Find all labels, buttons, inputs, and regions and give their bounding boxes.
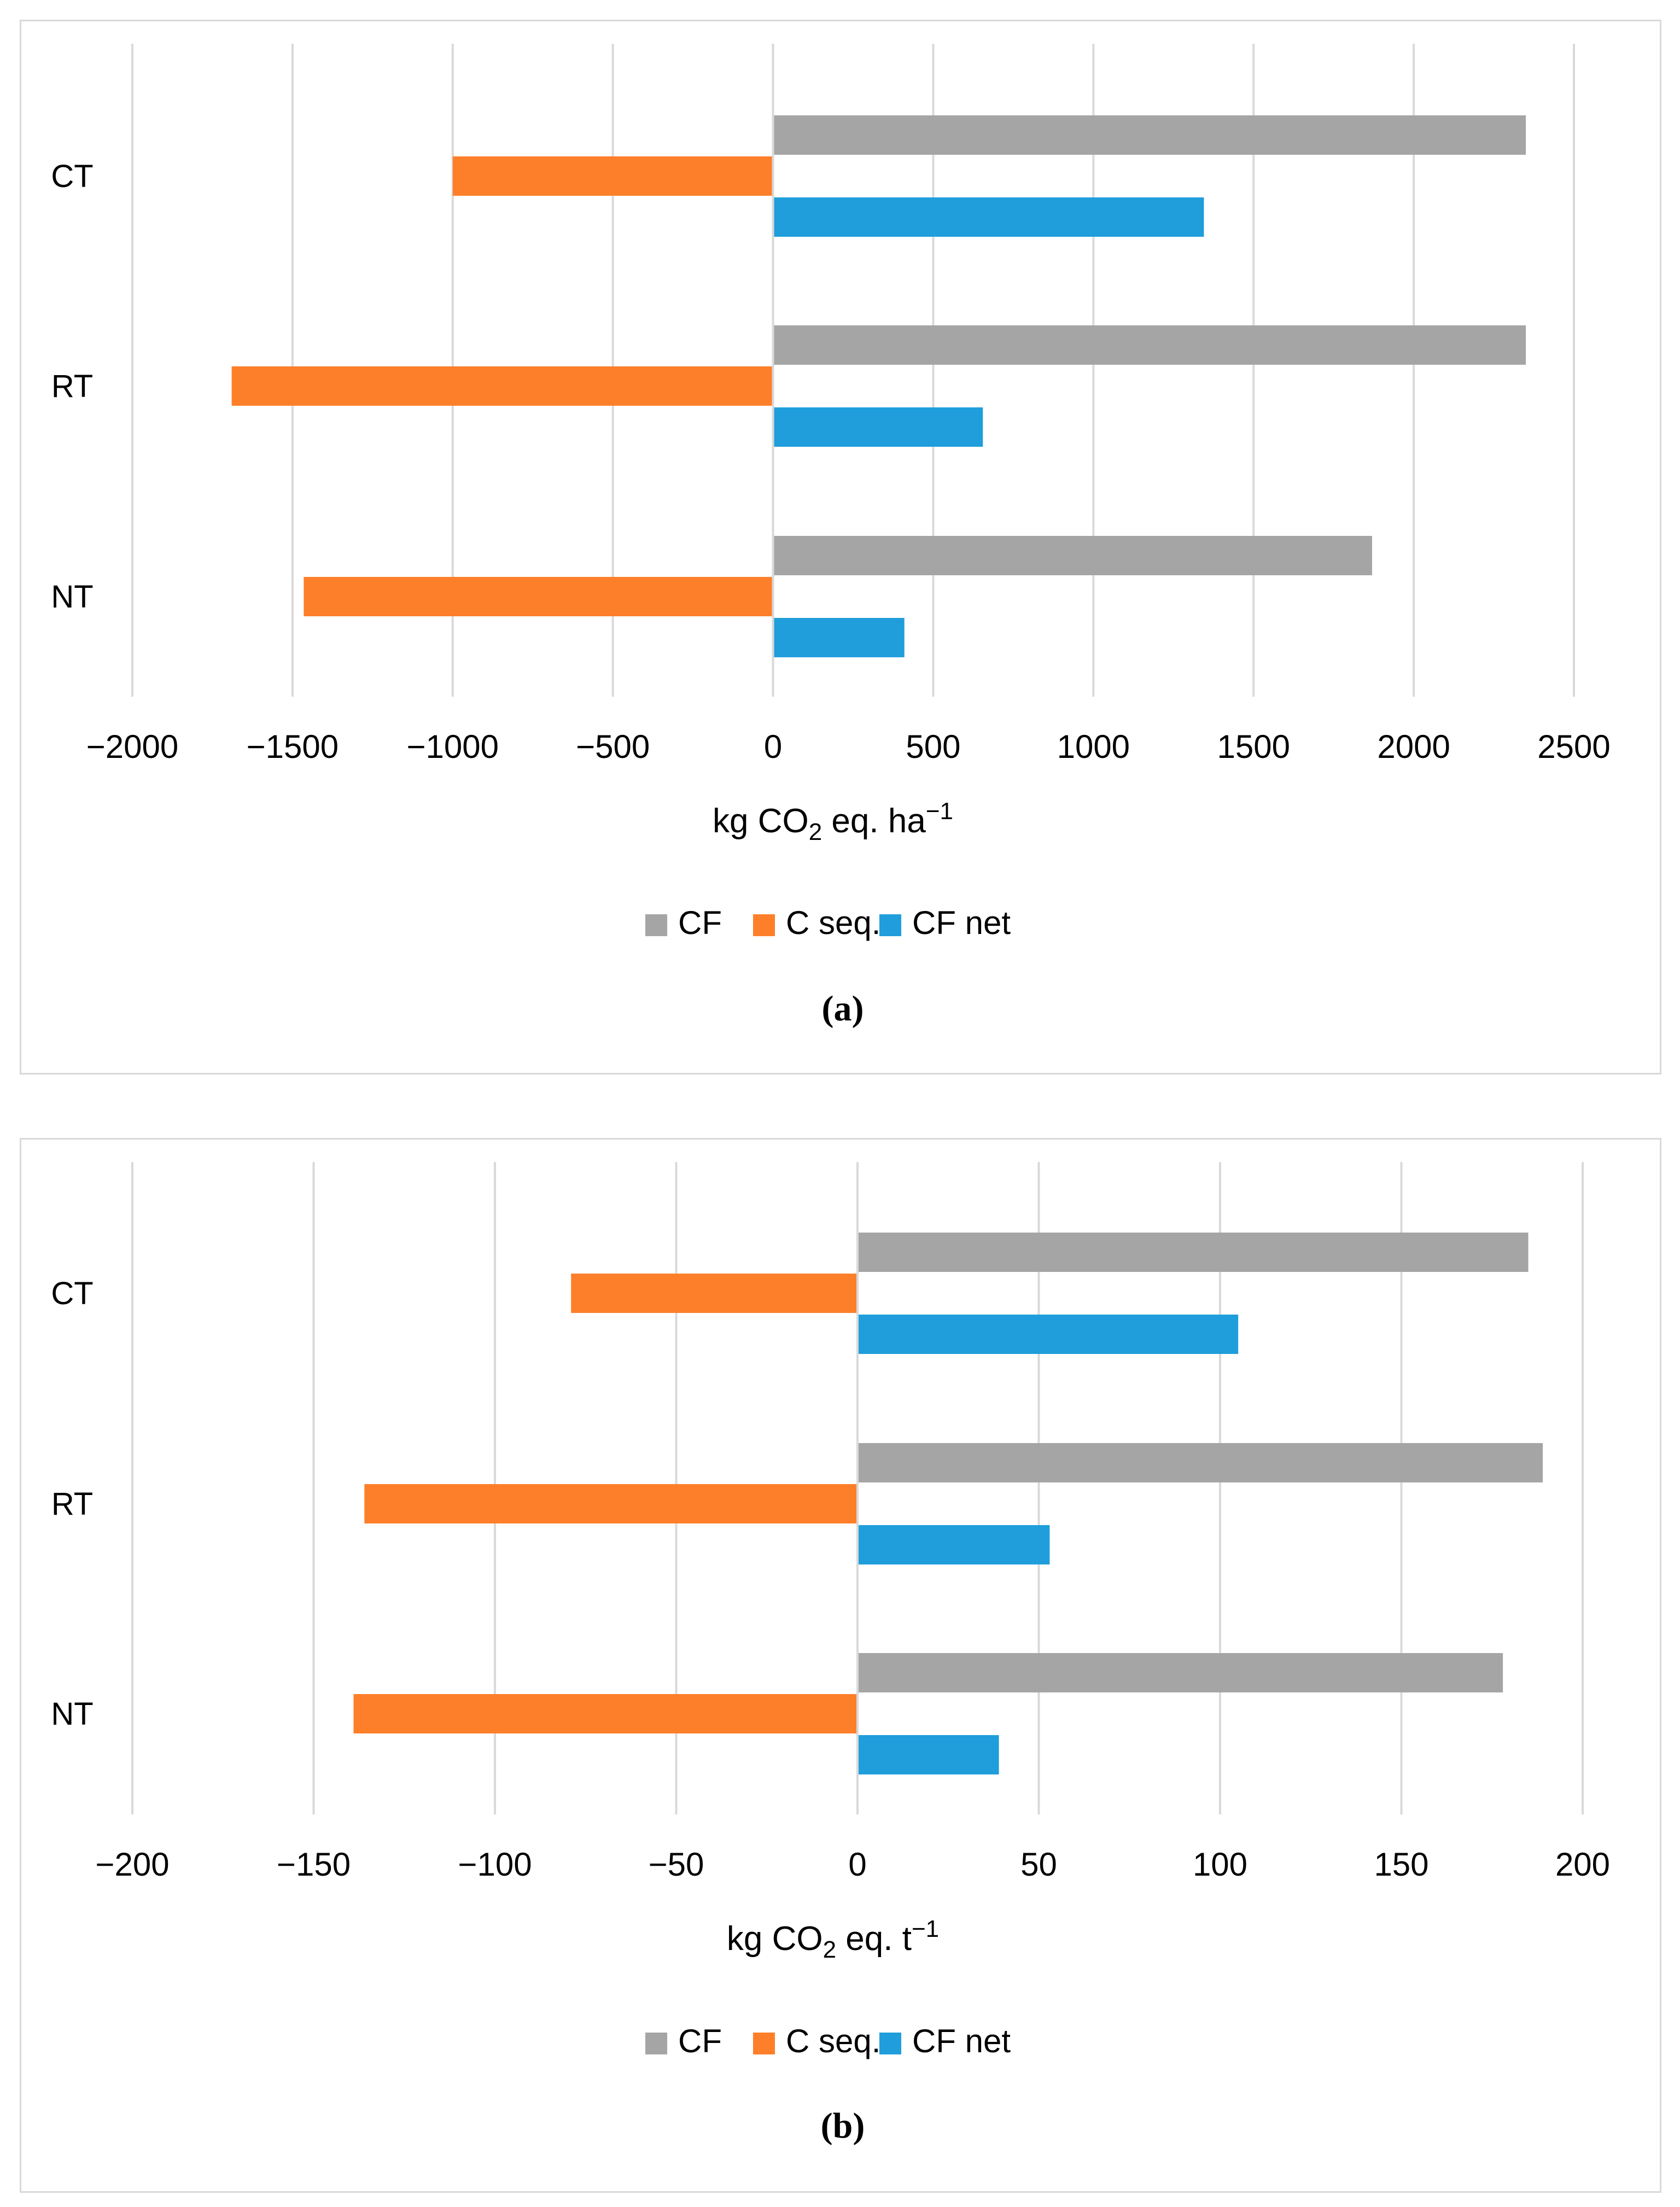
category-label-ct: CT [51,159,93,194]
bar-cf-ct [858,1233,1529,1272]
legend-swatch-cf-net [879,914,901,936]
bar-cf-ct [773,115,1526,155]
x-tick-label: −1500 [247,728,339,765]
legend-swatch-c-seq [753,2033,775,2054]
bar-cf-net-rt [858,1525,1050,1564]
x-tick-label: 200 [1555,1846,1610,1883]
bar-cf-nt [773,536,1372,575]
chart-a: CT RT NT −2000 −1500 −1000 −500 0 500 1000 1500 200… [51,44,1611,1029]
x-tick-label: −2000 [86,728,179,765]
chart-b: CT RT NT −200 −150 −100 −50 0 50 100 150 200 kg CO2 … [51,1162,1610,2146]
x-axis-title: kg CO2 eq. t−1 [727,1916,939,1963]
x-tick-label: 500 [906,728,960,765]
bar-cf-rt [858,1443,1543,1482]
x-tick-label: −500 [576,728,650,765]
legend-label-cf-net: CF net [912,904,1011,941]
legend-swatch-cf-net [879,2033,901,2054]
panel-label: (a) [822,989,864,1029]
bar-c-seq-ct [571,1274,858,1313]
bar-cf-nt [858,1653,1503,1692]
x-tick-label: 150 [1374,1846,1428,1883]
bar-c-seq-nt [304,577,773,616]
legend-label-cf: CF [678,2023,722,2059]
x-tick-label: 1500 [1217,728,1290,765]
bar-cf-net-nt [858,1735,999,1774]
x-tick-label: 0 [764,728,782,765]
x-tick-label: −1000 [407,728,499,765]
x-axis-title: kg CO2 eq. ha−1 [713,798,953,845]
legend-swatch-cf [645,2033,667,2054]
bar-c-seq-nt [353,1694,858,1733]
bar-cf-rt [773,325,1526,365]
legend-label-c-seq: C seq. [786,904,880,941]
bar-cf-net-nt [773,618,905,657]
bar-cf-net-rt [773,407,983,447]
legend-swatch-cf [645,914,667,936]
x-tick-label: 50 [1020,1846,1057,1883]
category-label-rt: RT [51,369,93,404]
category-label-ct: CT [51,1276,93,1311]
bar-c-seq-rt [231,366,773,406]
x-tick-label: 1000 [1057,728,1130,765]
category-label-nt: NT [51,1696,93,1732]
x-tick-label: −50 [649,1846,704,1883]
legend-swatch-c-seq [753,914,775,936]
x-tick-label: −200 [95,1846,169,1883]
bar-cf-net-ct [858,1315,1239,1354]
legend-label-cf: CF [678,904,722,941]
x-tick-label: 2000 [1377,728,1450,765]
panel-label: (b) [821,2106,865,2146]
x-tick-label: −100 [458,1846,532,1883]
x-tick-label: 100 [1193,1846,1247,1883]
legend-label-c-seq: C seq. [786,2023,880,2059]
x-tick-label: −150 [277,1846,351,1883]
category-label-nt: NT [51,579,93,615]
legend-label-cf-net: CF net [912,2023,1011,2059]
bar-c-seq-rt [364,1484,858,1523]
category-label-rt: RT [51,1486,93,1522]
x-tick-label: 0 [848,1846,866,1883]
x-tick-label: 2500 [1537,728,1610,765]
bar-c-seq-ct [452,156,773,196]
bar-cf-net-ct [773,197,1204,237]
